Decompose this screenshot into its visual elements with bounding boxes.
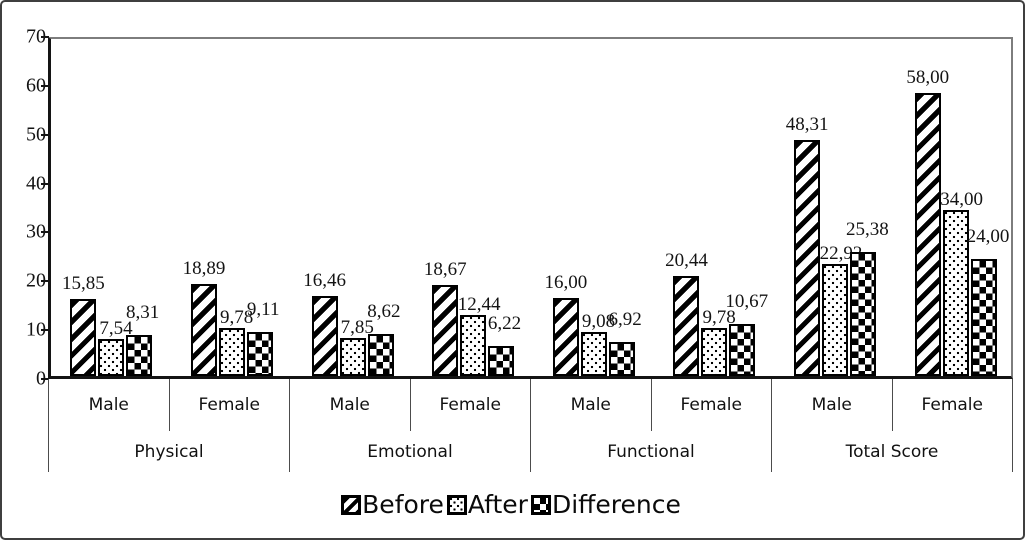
bar-before-total-score-female: 58,00: [906, 68, 949, 376]
x-subcategory-label-female: Female: [198, 395, 260, 415]
x-subcategory-label-female: Female: [680, 395, 742, 415]
bar-value-label: 58,00: [906, 66, 950, 88]
bar-before-physical-female: 18,89: [183, 259, 225, 376]
x-group-functional: Male Female Functional: [531, 379, 772, 472]
bar-value-label: 18,67: [423, 258, 467, 280]
x-subcategory-label-female: Female: [921, 395, 983, 415]
bar-difference-functional-male: 6,92: [609, 310, 642, 376]
bar-value-label: 24,00: [966, 225, 1010, 247]
bar-value-label: 16,46: [303, 269, 346, 291]
bar-value-label: 10,67: [725, 290, 769, 312]
legend-label: Before: [362, 490, 444, 519]
bar-after-total-score-female: 34,00: [940, 190, 983, 376]
bar-difference-emotional-male: 8,62: [367, 302, 401, 376]
bar-after-functional-female: 9,78: [701, 308, 736, 376]
bar-value-label: 8,62: [367, 300, 401, 322]
x-subcategory-label-male: Male: [290, 379, 411, 431]
legend-label: Difference: [551, 490, 681, 519]
legend-swatch-diamonds-icon: [530, 494, 551, 515]
bar-value-label: 9,11: [246, 298, 280, 320]
bar-after-emotional-female: 12,44: [458, 295, 501, 376]
legend-label: After: [467, 490, 528, 519]
y-tick-label-20: 20: [26, 269, 46, 292]
bar-before-total-score-male: 48,31: [786, 115, 828, 376]
bar-difference-emotional-female: 6,22: [488, 314, 521, 376]
chart-legend: Before After Difference: [2, 492, 1023, 517]
x-group-label: Functional: [607, 441, 695, 462]
y-tick-mark: [41, 231, 49, 234]
bar-value-label: 18,89: [182, 257, 226, 279]
x-group-label: Total Score: [845, 441, 939, 462]
bar-value-label: 8,31: [126, 302, 160, 324]
legend-swatch-diagonal-stripes-icon: [341, 494, 362, 515]
bar-before-emotional-male: 16,46: [303, 271, 346, 376]
x-subcategory-row: Male Female: [772, 379, 1012, 431]
x-group-emotional: Male Female Emotional: [290, 379, 531, 472]
bar-difference-functional-female: 10,67: [725, 292, 768, 376]
bar-after-emotional-male: 7,85: [339, 318, 374, 376]
x-group-physical: Male Female Physical: [48, 379, 290, 472]
y-tick-mark: [41, 84, 49, 87]
bar-value-label: 20,44: [665, 250, 708, 272]
y-tick-mark: [41, 280, 49, 283]
legend-swatch-dots-icon: [446, 494, 467, 515]
x-subcategory-row: Male Female: [290, 379, 530, 431]
y-tick-label-10: 10: [26, 318, 46, 341]
bar-difference-physical-male: 8,31: [126, 303, 159, 376]
bar-value-label: 7,54: [99, 318, 133, 340]
bar-value-label: 6,92: [608, 309, 642, 331]
bar-value-label: 25,38: [845, 219, 889, 241]
bar-difference-total-score-male: 25,38: [846, 220, 889, 376]
bar-after-physical-female: 9,78: [218, 308, 253, 376]
x-subcategory-label-female: Female: [439, 395, 501, 415]
bar-before-functional-female: 20,44: [665, 251, 708, 376]
legend-item-before: Before: [341, 492, 447, 517]
bar-value-label: 9,78: [702, 307, 736, 329]
x-group-label: Physical: [134, 441, 204, 462]
y-tick-mark: [41, 378, 49, 380]
bar-value-label: 34,00: [940, 188, 984, 210]
x-subcategory-label-male: Male: [49, 379, 170, 431]
y-tick-label-40: 40: [26, 172, 46, 195]
bar-difference-physical-female: 9,11: [247, 300, 279, 376]
bar-value-label: 12,44: [457, 294, 501, 316]
bar-value-label: 15,85: [61, 272, 105, 294]
bar-after-total-score-male: 22,92: [820, 244, 862, 376]
bar-value-label: 7,85: [340, 316, 374, 338]
y-tick-label-50: 50: [26, 123, 46, 146]
bar-value-label: 9,78: [219, 307, 254, 329]
y-tick-mark: [41, 133, 49, 136]
bar-before-physical-male: 15,85: [62, 274, 105, 376]
bar-value-label: 16,00: [544, 271, 588, 293]
bar-value-label: 48,31: [785, 113, 829, 135]
y-tick-mark: [41, 329, 49, 332]
plot-area: 15,85 18,89 16,46 18,67 16,00 20,44 48,31 58,00…: [48, 37, 1013, 379]
x-subcategory-row: Male Female: [531, 379, 771, 431]
x-axis-category-labels: Male Female Physical Male Female Emotional Mal…: [48, 379, 1013, 472]
bar-before-functional-male: 16,00: [544, 273, 587, 376]
y-tick-label-30: 30: [26, 221, 46, 244]
bar-after-physical-male: 7,54: [98, 319, 133, 376]
x-subcategory-row: Male Female: [49, 379, 289, 431]
y-tick-mark: [41, 182, 49, 185]
y-tick-label-60: 60: [26, 74, 46, 97]
bar-value-label: 9,08: [581, 310, 616, 332]
bar-value-label: 6,22: [487, 312, 522, 334]
legend-item-after: After: [446, 490, 531, 519]
legend-item-difference: Difference: [530, 490, 684, 519]
x-group-total-score: Male Female Total Score: [772, 379, 1013, 472]
y-tick-mark: [41, 36, 49, 38]
bar-before-emotional-female: 18,67: [424, 260, 467, 376]
x-group-label: Emotional: [367, 441, 453, 462]
bar-after-functional-male: 9,08: [580, 312, 615, 376]
bar-difference-total-score-female: 24,00: [967, 227, 1009, 376]
x-subcategory-label-male: Male: [531, 379, 652, 431]
y-tick-label-70: 70: [26, 25, 46, 48]
x-subcategory-label-male: Male: [772, 379, 893, 431]
